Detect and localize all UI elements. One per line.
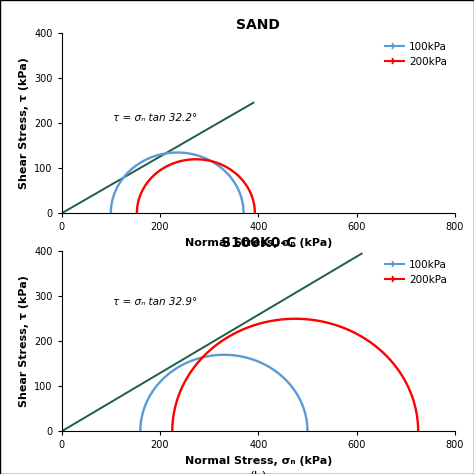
Text: (b): (b) xyxy=(249,471,267,474)
Y-axis label: Shear Stress, τ (kPa): Shear Stress, τ (kPa) xyxy=(18,57,28,189)
Title: SAND: SAND xyxy=(237,18,280,32)
Text: τ = σₙ tan 32.9°: τ = σₙ tan 32.9° xyxy=(113,297,198,307)
X-axis label: Normal Stress, σₙ (kPa): Normal Stress, σₙ (kPa) xyxy=(185,456,332,466)
Legend: 100kPa, 200kPa: 100kPa, 200kPa xyxy=(382,256,450,288)
Y-axis label: Shear Stress, τ (kPa): Shear Stress, τ (kPa) xyxy=(18,275,28,407)
Text: (a): (a) xyxy=(250,253,267,266)
X-axis label: Normal Stress, σₙ (kPa): Normal Stress, σₙ (kPa) xyxy=(185,238,332,248)
Text: τ = σₙ tan 32.2°: τ = σₙ tan 32.2° xyxy=(113,113,198,123)
Legend: 100kPa, 200kPa: 100kPa, 200kPa xyxy=(382,38,450,70)
Title: S100K0-C: S100K0-C xyxy=(220,236,296,250)
